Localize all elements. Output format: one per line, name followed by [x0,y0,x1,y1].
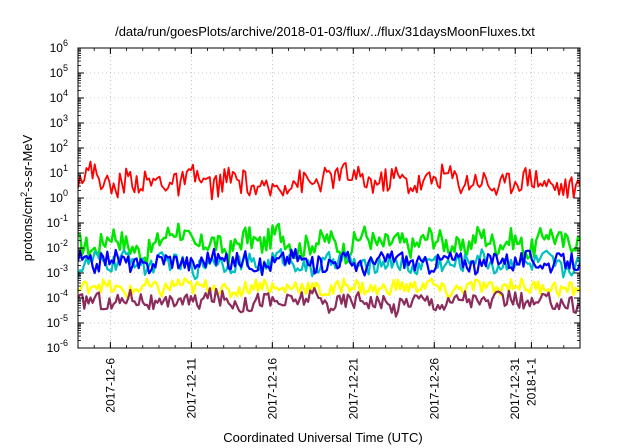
chart-title: /data/run/goesPlots/archive/2018-01-03/f… [115,24,535,39]
y-tick-label: 10-1 [47,213,68,230]
y-tick-label: 10-3 [47,263,68,280]
y-tick-label: 10-4 [47,288,68,305]
x-tick-label: 2017-12-21 [346,358,360,420]
y-axis-label: protons/cm2-s-sr-MeV [19,134,35,261]
y-tick-label: 10-5 [47,313,68,330]
y-tick-label: 102 [50,138,68,155]
x-tick-label: 2018-1-1 [524,358,538,406]
x-tick-label: 2017-12-6 [103,358,117,413]
y-tick-label: 103 [50,113,68,130]
y-tick-label: 106 [50,38,68,55]
y-axis-label-superscript: 2 [19,192,29,197]
x-tick-label: 2017-12-11 [184,358,198,419]
series-line-5 [78,160,580,201]
series-line-1 [78,248,580,281]
x-axis-label: Coordinated Universal Time (UTC) [223,430,422,445]
y-tick-label: 100 [50,188,68,205]
y-tick-label: 105 [50,63,68,80]
x-axis: 2017-12-6 2017-12-11 2017-12-16 2017-12-21 2… [77,48,581,420]
x-tick-label: 2017-12-26 [427,358,441,420]
y-axis-label-main: protons/cm [20,197,35,261]
y-tick-label: 10-2 [47,238,68,255]
y-axis: 106 105 104 103 102 101 100 10-1 10-2 10-3 10-4 10-… [47,38,580,355]
x-tick-label: 2017-12-31 [508,358,522,420]
y-tick-label: 101 [50,163,68,180]
series-line-3 [78,277,580,301]
data-series [78,160,580,318]
series-line-2 [78,247,580,277]
y-tick-label: 104 [50,88,68,105]
x-tick-label: 2017-12-16 [265,358,279,420]
y-axis-label-units: -s-sr-MeV [20,134,35,191]
series-line-4 [78,287,580,318]
y-tick-label: 10-6 [47,338,68,355]
